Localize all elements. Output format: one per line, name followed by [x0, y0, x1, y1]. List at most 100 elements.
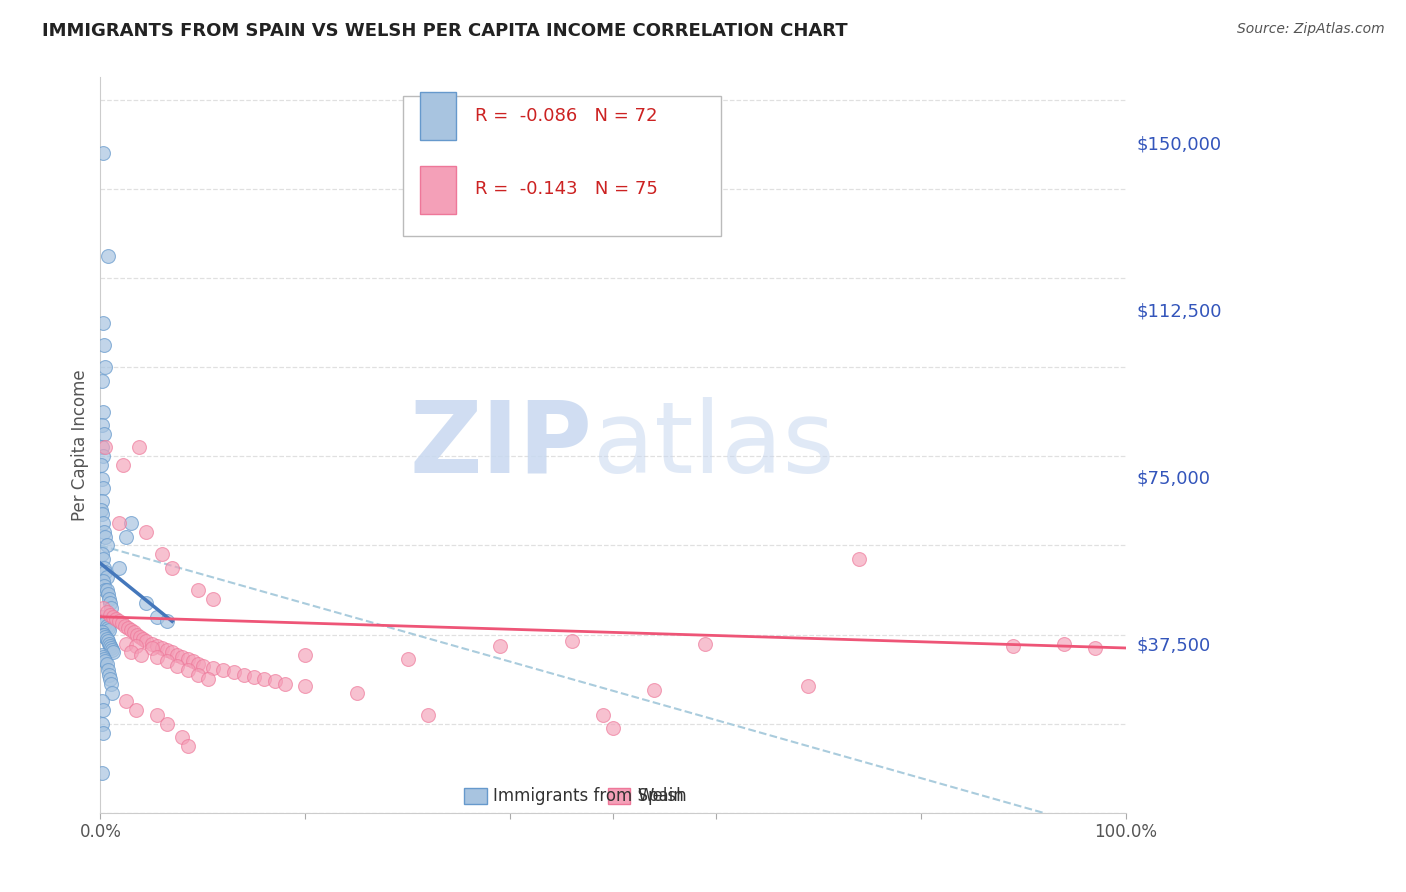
Point: [97, 667, 120, 681]
Point: [191, 658, 214, 673]
Point: [1053, 636, 1076, 650]
Text: atlas: atlas: [592, 397, 834, 493]
Point: [156, 654, 179, 668]
Point: [100, 600, 122, 615]
Point: [145, 639, 167, 653]
Point: [160, 645, 183, 659]
Point: [156, 716, 179, 731]
Point: [93, 652, 115, 666]
Point: [96, 634, 118, 648]
Point: [94, 565, 117, 579]
Text: IMMIGRANTS FROM SPAIN VS WELSH PER CAPITA INCOME CORRELATION CHART: IMMIGRANTS FROM SPAIN VS WELSH PER CAPIT…: [42, 22, 848, 40]
Point: [94, 654, 117, 668]
Point: [166, 648, 188, 662]
Text: R =  -0.086   N = 72: R = -0.086 N = 72: [475, 107, 657, 125]
Point: [91, 374, 114, 388]
Point: [96, 569, 118, 583]
Point: [91, 441, 114, 455]
Point: [797, 679, 820, 693]
Point: [115, 530, 138, 544]
Point: [141, 640, 163, 655]
Point: [93, 405, 115, 419]
Point: [176, 663, 198, 677]
Point: [98, 639, 121, 653]
Point: [94, 360, 117, 375]
Text: Immigrants from Spain: Immigrants from Spain: [494, 787, 683, 805]
Point: [602, 721, 624, 735]
Point: [93, 627, 115, 641]
FancyBboxPatch shape: [607, 788, 630, 804]
Point: [93, 551, 115, 566]
Point: [145, 707, 167, 722]
Point: [141, 636, 163, 650]
Point: [135, 634, 157, 648]
Point: [156, 614, 179, 628]
Point: [107, 560, 129, 574]
Point: [100, 676, 122, 690]
Text: $37,500: $37,500: [1137, 637, 1211, 655]
Point: [96, 621, 118, 635]
Point: [243, 670, 266, 684]
Point: [91, 508, 114, 522]
Point: [91, 694, 114, 708]
Point: [489, 639, 512, 653]
Point: [93, 450, 115, 464]
Point: [160, 560, 183, 574]
Point: [202, 661, 225, 675]
Text: ZIP: ZIP: [409, 397, 592, 493]
Point: [91, 648, 114, 662]
Point: [93, 338, 115, 352]
Point: [848, 551, 870, 566]
Point: [93, 574, 115, 588]
Point: [93, 578, 115, 592]
Point: [592, 707, 614, 722]
Point: [111, 616, 134, 631]
Point: [222, 665, 245, 680]
Point: [101, 645, 124, 659]
FancyBboxPatch shape: [420, 166, 456, 213]
Point: [181, 654, 204, 668]
Point: [125, 703, 148, 717]
Point: [100, 640, 122, 655]
Point: [96, 539, 118, 553]
Point: [93, 725, 115, 739]
Point: [93, 703, 115, 717]
Point: [96, 632, 118, 646]
Point: [127, 627, 149, 641]
Point: [294, 648, 316, 662]
Point: [111, 458, 134, 473]
Point: [145, 649, 167, 664]
Point: [115, 636, 138, 650]
Point: [176, 739, 198, 753]
Point: [107, 614, 129, 628]
Y-axis label: Per Capita Income: Per Capita Income: [72, 369, 89, 521]
Point: [100, 685, 122, 699]
Text: Welsh: Welsh: [637, 787, 688, 805]
Point: [131, 648, 153, 662]
FancyBboxPatch shape: [420, 92, 456, 140]
Point: [93, 560, 115, 574]
Point: [128, 441, 150, 455]
Point: [94, 616, 117, 631]
Point: [104, 612, 127, 626]
Point: [91, 472, 114, 486]
Point: [120, 516, 142, 531]
Point: [114, 618, 136, 632]
Point: [1084, 640, 1107, 655]
Point: [561, 634, 583, 648]
Point: [202, 591, 225, 606]
Point: [101, 609, 124, 624]
Text: $75,000: $75,000: [1137, 469, 1211, 488]
Point: [695, 636, 717, 650]
Point: [93, 525, 115, 540]
Point: [90, 503, 112, 517]
Point: [91, 625, 114, 640]
Point: [346, 685, 368, 699]
Point: [96, 582, 118, 597]
Text: $150,000: $150,000: [1137, 136, 1222, 153]
Point: [117, 621, 139, 635]
Point: [197, 672, 219, 686]
Point: [96, 657, 118, 671]
Point: [187, 582, 209, 597]
Point: [263, 674, 285, 689]
